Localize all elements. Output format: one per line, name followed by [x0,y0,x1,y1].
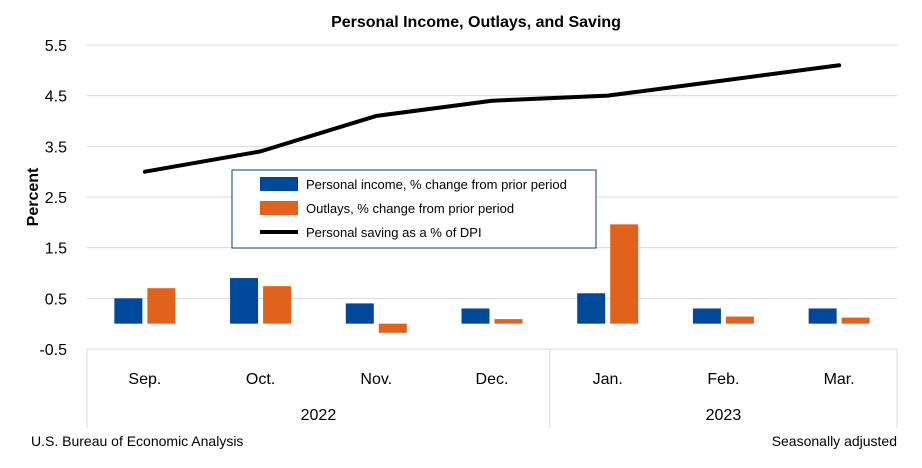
y-tick-label: 3.5 [45,139,67,156]
x-tick-label: Sep. [128,371,161,388]
y-tick-label: 1.5 [45,241,67,258]
saving-line [142,63,842,174]
bar-outlays [263,286,292,324]
seasonal-note: Seasonally adjusted [772,433,897,449]
legend: Personal income, % change from prior per… [231,169,597,249]
legend-swatch [260,201,298,215]
x-tick-label: Oct. [246,371,275,388]
x-tick-label: Dec. [476,371,509,388]
y-axis-ticks: -0.5 0.5 1.5 2.5 3.5 4.5 5.5 [39,38,67,359]
legend-label: Personal saving as a % of DPI [306,225,482,240]
x-axis: Sep. Oct. Nov. Dec. Jan. Feb. Mar. 2022 2023 [86,348,898,428]
legend-swatch [260,177,298,191]
bar-outlays [494,319,523,324]
legend-label: Outlays, % change from prior period [306,201,514,216]
x-tick-label: Feb. [707,371,739,388]
bar-outlays [610,224,639,324]
bar-outlays [725,316,754,324]
x-tick-label: Mar. [824,371,855,388]
bar-income [577,293,606,324]
bar-income [230,278,259,324]
y-tick-label: 5.5 [45,38,67,55]
bar-income [345,303,374,324]
x-tick-label: Jan. [593,371,623,388]
bar-income [692,308,721,324]
y-tick-label: 2.5 [45,190,67,207]
bar-income [114,298,143,324]
saving-rate-line [142,63,842,174]
x-tick-label: Nov. [360,371,392,388]
bar-outlays [147,288,176,324]
legend-label: Personal income, % change from prior per… [306,177,567,192]
bar-income [808,308,837,324]
y-tick-label: 4.5 [45,89,67,106]
year-label: 2022 [301,407,337,424]
source-note: U.S. Bureau of Economic Analysis [31,433,243,449]
bar-outlays [841,317,870,324]
bars [114,224,870,333]
y-tick-label: -0.5 [39,342,67,359]
y-axis-label: Percent [25,167,42,226]
bar-outlays [378,323,407,333]
chart-title: Personal Income, Outlays, and Saving [331,14,621,31]
bar-income [461,308,490,324]
year-label: 2023 [706,407,742,424]
y-tick-label: 0.5 [45,291,67,308]
